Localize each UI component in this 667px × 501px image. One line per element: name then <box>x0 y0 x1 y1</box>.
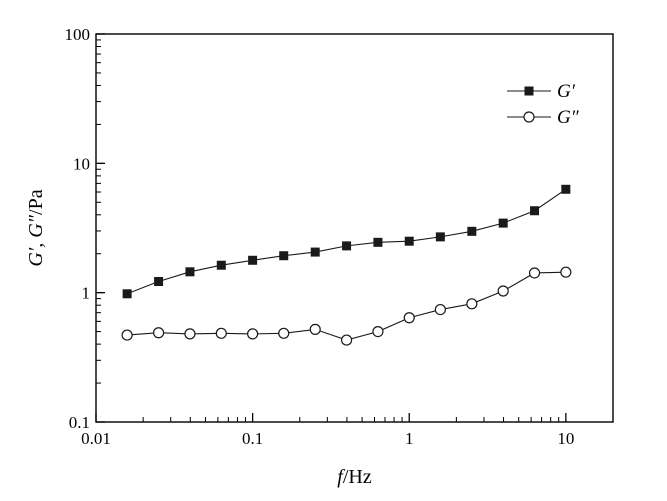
data-point <box>467 226 477 236</box>
data-point <box>122 289 132 299</box>
legend-label: G′ <box>557 81 576 102</box>
legend-label: G″ <box>557 107 580 128</box>
x-tick-label: 0.1 <box>242 429 263 448</box>
y-label-variable: G′, G″ <box>25 214 47 266</box>
data-point <box>310 247 320 257</box>
legend-marker <box>524 86 534 96</box>
data-point <box>278 327 290 339</box>
data-point <box>215 327 227 339</box>
data-point <box>185 267 195 277</box>
x-axis-label: f/Hz <box>337 466 372 488</box>
data-point <box>434 303 446 316</box>
data-point <box>121 329 133 341</box>
data-point <box>530 206 540 216</box>
data-point <box>498 218 508 228</box>
data-point <box>248 255 258 265</box>
data-point <box>466 298 478 310</box>
y-label-unit: /Pa <box>25 189 47 215</box>
data-point <box>528 267 541 279</box>
plot-frame <box>95 33 614 423</box>
data-point <box>247 328 259 340</box>
data-point <box>216 260 226 270</box>
data-point <box>342 241 352 251</box>
y-tick-label: 1 <box>82 284 91 303</box>
x-tick-label: 0.01 <box>81 429 111 448</box>
x-tick-label: 10 <box>557 429 574 448</box>
data-point <box>560 266 572 278</box>
x-tick-label: 1 <box>405 429 414 448</box>
series-g-double-prime <box>121 266 572 346</box>
data-point <box>279 251 289 261</box>
data-point <box>309 323 321 335</box>
data-point <box>372 325 384 338</box>
data-point <box>184 328 196 340</box>
data-point <box>373 237 383 247</box>
legend-marker <box>523 111 535 123</box>
data-point <box>497 285 509 297</box>
series-g-prime <box>122 184 571 299</box>
data-point <box>403 312 415 324</box>
legend-entry: G′ <box>507 81 576 102</box>
data-point <box>435 232 445 242</box>
legend: G′ G″ <box>507 81 580 128</box>
data-point <box>340 334 353 346</box>
data-point <box>152 327 165 339</box>
y-axis-ticks: 0.1 1 10 100 <box>65 25 105 432</box>
data-point <box>404 236 414 246</box>
y-tick-label: 10 <box>73 154 90 173</box>
y-axis-label: G′, G″/Pa <box>25 189 47 266</box>
series-layer <box>121 184 572 346</box>
y-tick-label: 100 <box>65 25 91 44</box>
x-label-unit: /Hz <box>343 466 372 488</box>
data-point <box>561 184 571 194</box>
x-label-variable: f <box>337 466 345 488</box>
y-tick-label: 0.1 <box>69 413 90 432</box>
legend-entry: G″ <box>507 107 580 128</box>
x-axis-ticks: 0.01 0.1 1 10 <box>81 413 614 448</box>
data-point <box>154 276 164 286</box>
